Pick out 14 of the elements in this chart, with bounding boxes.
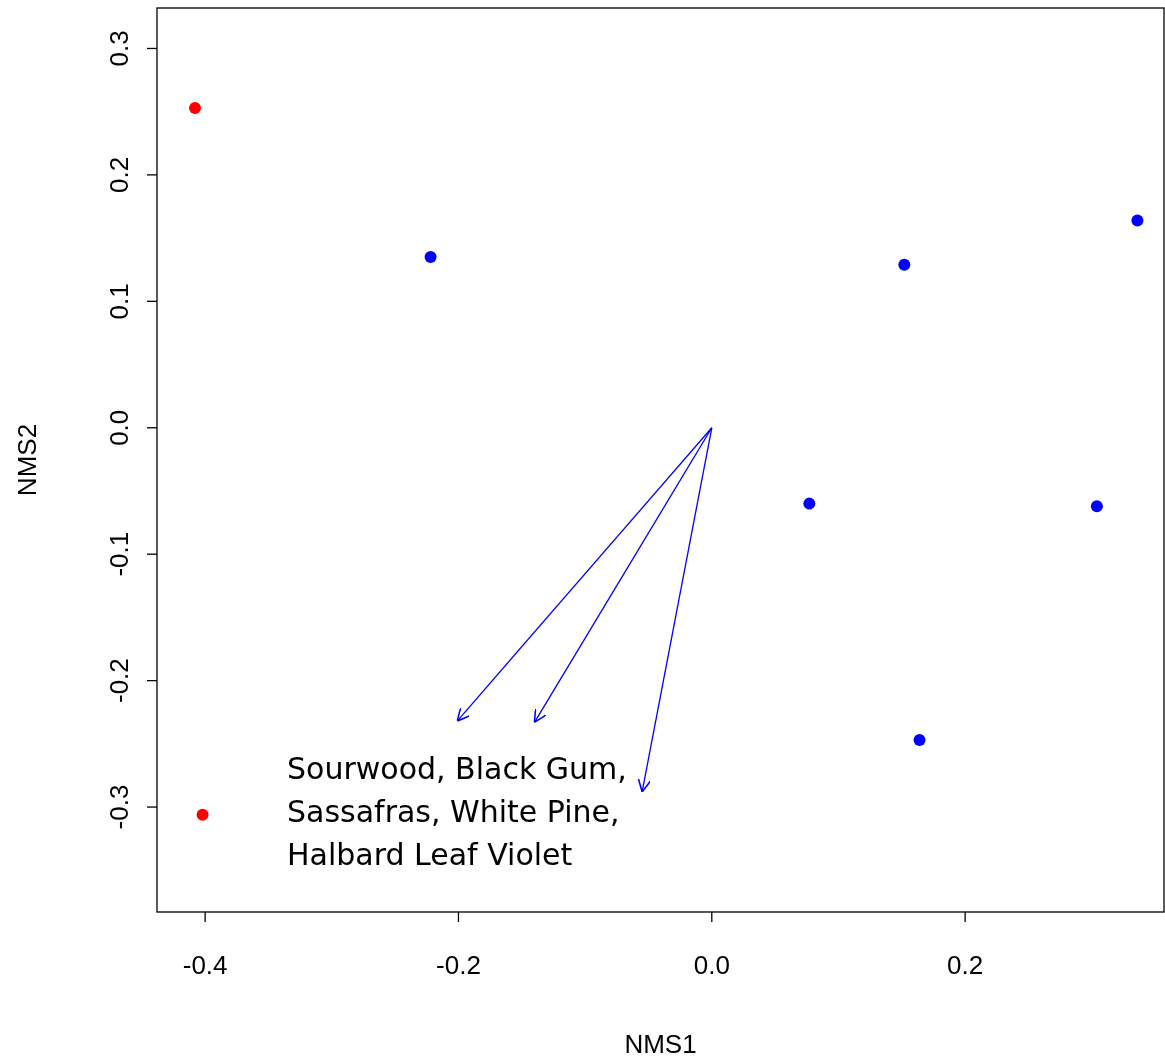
y-tick-label: -0.2: [104, 658, 135, 704]
y-tick-label: 0.3: [104, 30, 135, 67]
y-tick-label: 0.1: [104, 283, 135, 320]
x-tick-label: -0.4: [182, 950, 228, 980]
x-axis-title: NMS1: [624, 1029, 697, 1059]
x-tick-label: -0.2: [436, 950, 481, 980]
x-tick-label: 0.2: [947, 950, 984, 980]
y-tick-label: 0.2: [104, 156, 135, 193]
y-tick-label: 0.0: [104, 409, 135, 446]
x-tick-label: 0.0: [693, 950, 730, 980]
y-axis-title: NMS2: [12, 423, 42, 497]
annotation: Sourwood, Black Gum, Sassafras, White Pine, Halbard Leaf Violet: [287, 751, 627, 872]
y-tick-label: -0.3: [104, 784, 135, 830]
y-tick-label: -0.1: [104, 531, 135, 577]
